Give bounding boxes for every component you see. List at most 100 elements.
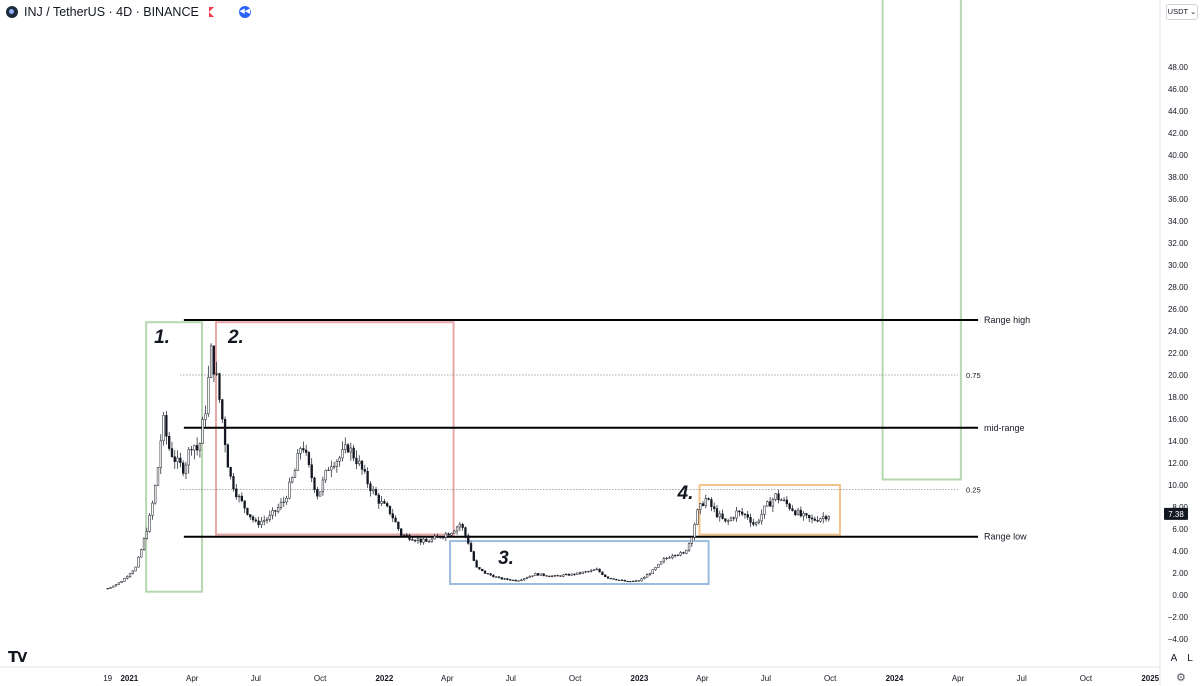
candle-body: [819, 518, 822, 522]
candle-body: [265, 519, 269, 521]
candle-body: [520, 579, 523, 581]
annotation-label: 1.: [154, 327, 170, 348]
candle-body: [713, 506, 716, 509]
candle-body: [718, 513, 721, 518]
candle-body: [536, 573, 540, 576]
candle-body: [816, 520, 819, 522]
annotation-box-5: [881, 0, 962, 481]
candle-body: [344, 444, 347, 450]
annotation-label: 2.: [227, 327, 244, 348]
candle-body: [126, 576, 129, 579]
candle-body: [366, 471, 369, 484]
fib-level-label: 0.75: [966, 371, 981, 380]
candle-body: [291, 477, 294, 483]
candle-body: [190, 449, 193, 451]
candle-body: [134, 566, 137, 572]
candle-body: [209, 345, 213, 378]
candle-body: [696, 509, 699, 525]
candle-body: [514, 579, 517, 582]
candle-body: [332, 466, 336, 468]
candle-body: [637, 580, 640, 582]
range-level-label: mid-range: [984, 423, 1025, 433]
candle-body: [405, 534, 408, 536]
candle-body: [419, 538, 422, 543]
candle-body: [676, 554, 680, 556]
candle-body: [402, 534, 406, 536]
candle-body: [721, 513, 724, 519]
candle-body: [193, 445, 196, 451]
candle-body: [509, 579, 512, 581]
candle-body: [492, 574, 495, 578]
candle-body: [796, 509, 800, 515]
x-tick-label: Oct: [569, 674, 582, 683]
candle-body: [785, 499, 789, 505]
candle-body: [743, 513, 747, 515]
candle-body: [416, 538, 420, 542]
candle-body: [411, 539, 414, 541]
candle-body: [576, 572, 579, 575]
candle-body: [358, 460, 361, 465]
candle-body: [176, 457, 179, 462]
tradingview-logo-icon[interactable]: TV: [8, 648, 27, 666]
candle-body: [263, 520, 266, 522]
replay-icon[interactable]: ◀◀: [238, 6, 251, 18]
settings-icon[interactable]: ⚙: [1176, 672, 1186, 684]
candle-body: [550, 575, 554, 577]
symbol-title[interactable]: INJ / TetherUS · 4D · BINANCE: [24, 5, 199, 19]
candle-body: [659, 561, 663, 565]
currency-selector[interactable]: USDT ⌄: [1166, 4, 1198, 20]
annotation-box-4: [698, 484, 841, 536]
candle-body: [296, 453, 299, 471]
y-tick-label: 36.00: [1168, 195, 1189, 204]
candle-body: [525, 577, 529, 579]
inj-coin-icon: [6, 6, 18, 18]
candle-body: [810, 517, 814, 520]
x-tick-label: 2021: [120, 674, 138, 683]
candle-body: [441, 537, 445, 539]
candle-body: [243, 500, 246, 509]
candle-body: [640, 578, 643, 582]
candle-body: [148, 515, 151, 532]
candle-body: [592, 569, 596, 571]
candle-body: [483, 570, 487, 574]
candle-body: [182, 462, 185, 474]
candle-body: [497, 576, 501, 578]
candle-body: [355, 457, 358, 465]
candle-body: [472, 551, 475, 561]
candle-body: [735, 510, 738, 519]
candle-body: [827, 515, 830, 520]
candle-body: [673, 554, 677, 557]
candle-body: [704, 498, 707, 506]
candle-body: [598, 568, 601, 573]
candle-body: [657, 563, 660, 568]
candle-body: [791, 508, 794, 511]
candle-body: [229, 467, 232, 477]
candle-body: [106, 588, 109, 590]
candle-body: [349, 447, 353, 453]
candle-body: [760, 513, 763, 522]
candle-body: [159, 440, 162, 468]
candle-body: [330, 466, 333, 471]
candle-body: [808, 514, 811, 519]
candle-body: [293, 470, 297, 478]
candle-body: [668, 557, 671, 559]
candle-body: [662, 558, 666, 562]
x-tick-label: Apr: [952, 674, 965, 683]
log-scale-button[interactable]: L: [1187, 653, 1193, 664]
candle-body: [654, 567, 657, 570]
candle-body: [567, 573, 571, 576]
candle-body: [542, 573, 545, 576]
candle-body: [464, 527, 467, 536]
candle-body: [307, 452, 311, 465]
candle-body: [316, 489, 319, 497]
candle-body: [277, 507, 280, 512]
candle-body: [154, 485, 157, 504]
candle-body: [246, 507, 249, 515]
range-level-label: Range high: [984, 315, 1030, 325]
candle-body: [757, 520, 761, 523]
flag-icon[interactable]: [208, 7, 219, 17]
candle-body: [690, 536, 693, 544]
auto-scale-button[interactable]: A: [1170, 653, 1178, 664]
candle-body: [612, 578, 615, 580]
